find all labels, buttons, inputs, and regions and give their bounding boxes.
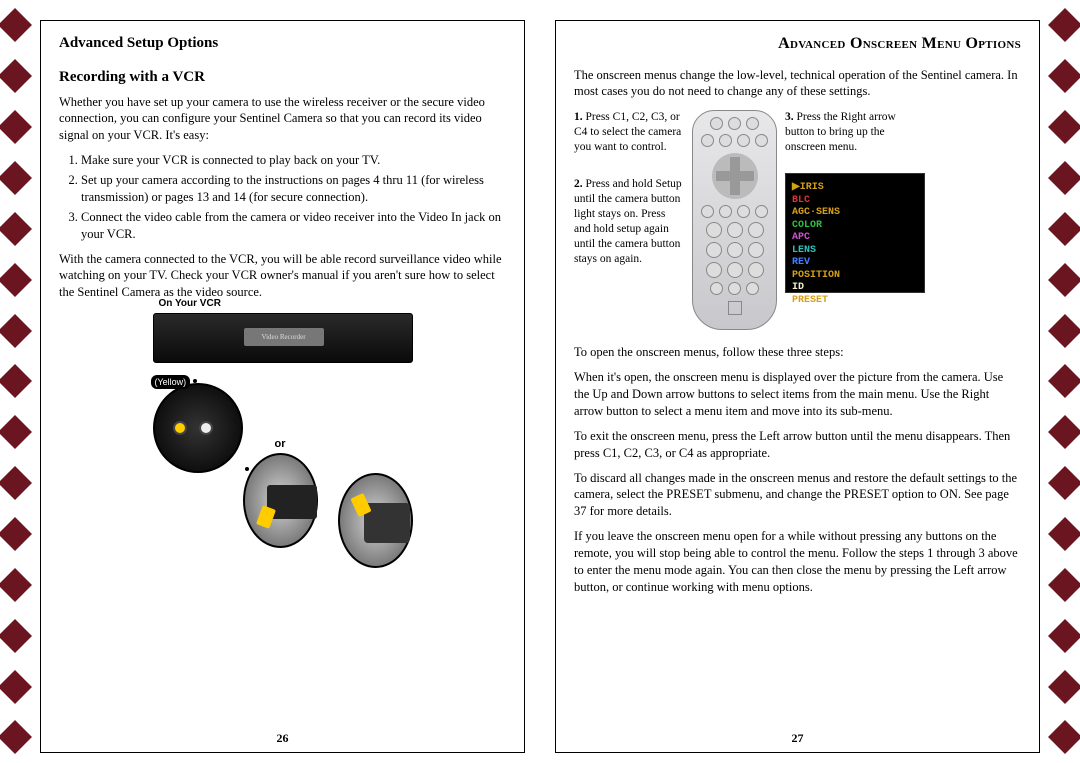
step3-text: Press the Right arrow button to bring up… xyxy=(785,111,896,153)
left-intro: Whether you have set up your camera to u… xyxy=(59,94,506,145)
jack-closeup: (Yellow) xyxy=(153,383,243,473)
right-p4: If you leave the onscreen menu open for … xyxy=(574,528,1021,596)
step-col-left: 1. Press C1, C2, C3, or C4 to select the… xyxy=(574,110,684,274)
right-diamond-border xyxy=(1050,0,1080,763)
vcr-unit: Video Recorder xyxy=(153,313,413,363)
page-left: Advanced Setup Options Recording with a … xyxy=(40,20,525,753)
step2-text: Press and hold Setup until the camera bu… xyxy=(574,178,682,265)
left-heading: Advanced Setup Options xyxy=(59,33,506,53)
step-col-right: 3. Press the Right arrow button to bring… xyxy=(785,110,925,293)
steps-figure-row: 1. Press C1, C2, C3, or C4 to select the… xyxy=(574,110,1021,330)
left-subheading: Recording with a VCR xyxy=(59,67,506,87)
open-line: To open the onscreen menus, follow these… xyxy=(574,344,1021,361)
page-right: Advanced Onscreen Menu Options The onscr… xyxy=(555,20,1040,753)
osd-screenshot: ▶IRIS BLC AGC·SENS COLOR APC LENS REV PO… xyxy=(785,173,925,293)
right-p3: To discard all changes made in the onscr… xyxy=(574,470,1021,521)
vcr-figure: On Your VCR Video Recorder (Yellow) or xyxy=(153,313,413,568)
step2-num: 2. xyxy=(574,178,583,190)
camera-circle xyxy=(338,473,413,568)
receiver-circle: or xyxy=(243,453,318,548)
right-p2: To exit the onscreen menu, press the Lef… xyxy=(574,428,1021,462)
yellow-label: (Yellow) xyxy=(151,375,191,389)
spread: Advanced Setup Options Recording with a … xyxy=(40,20,1040,753)
left-step: Make sure your VCR is connected to play … xyxy=(81,152,506,169)
right-p1: When it's open, the onscreen menu is dis… xyxy=(574,369,1021,420)
remote-control xyxy=(692,110,777,330)
left-step: Set up your camera according to the inst… xyxy=(81,172,506,206)
step1-num: 1. xyxy=(574,111,583,123)
left-steps-list: Make sure your VCR is connected to play … xyxy=(81,152,506,242)
step1-text: Press C1, C2, C3, or C4 to select the ca… xyxy=(574,111,681,153)
left-outro: With the camera connected to the VCR, yo… xyxy=(59,251,506,302)
left-diamond-border xyxy=(0,0,30,763)
or-label: or xyxy=(273,437,288,452)
step3-num: 3. xyxy=(785,111,794,123)
remote-dpad xyxy=(712,153,758,199)
left-page-number: 26 xyxy=(277,730,289,746)
left-step: Connect the video cable from the camera … xyxy=(81,209,506,243)
right-heading: Advanced Onscreen Menu Options xyxy=(574,33,1021,55)
vcr-top-label: On Your VCR xyxy=(159,297,221,311)
vcr-display: Video Recorder xyxy=(244,328,324,346)
right-intro: The onscreen menus change the low-level,… xyxy=(574,67,1021,101)
right-page-number: 27 xyxy=(792,730,804,746)
